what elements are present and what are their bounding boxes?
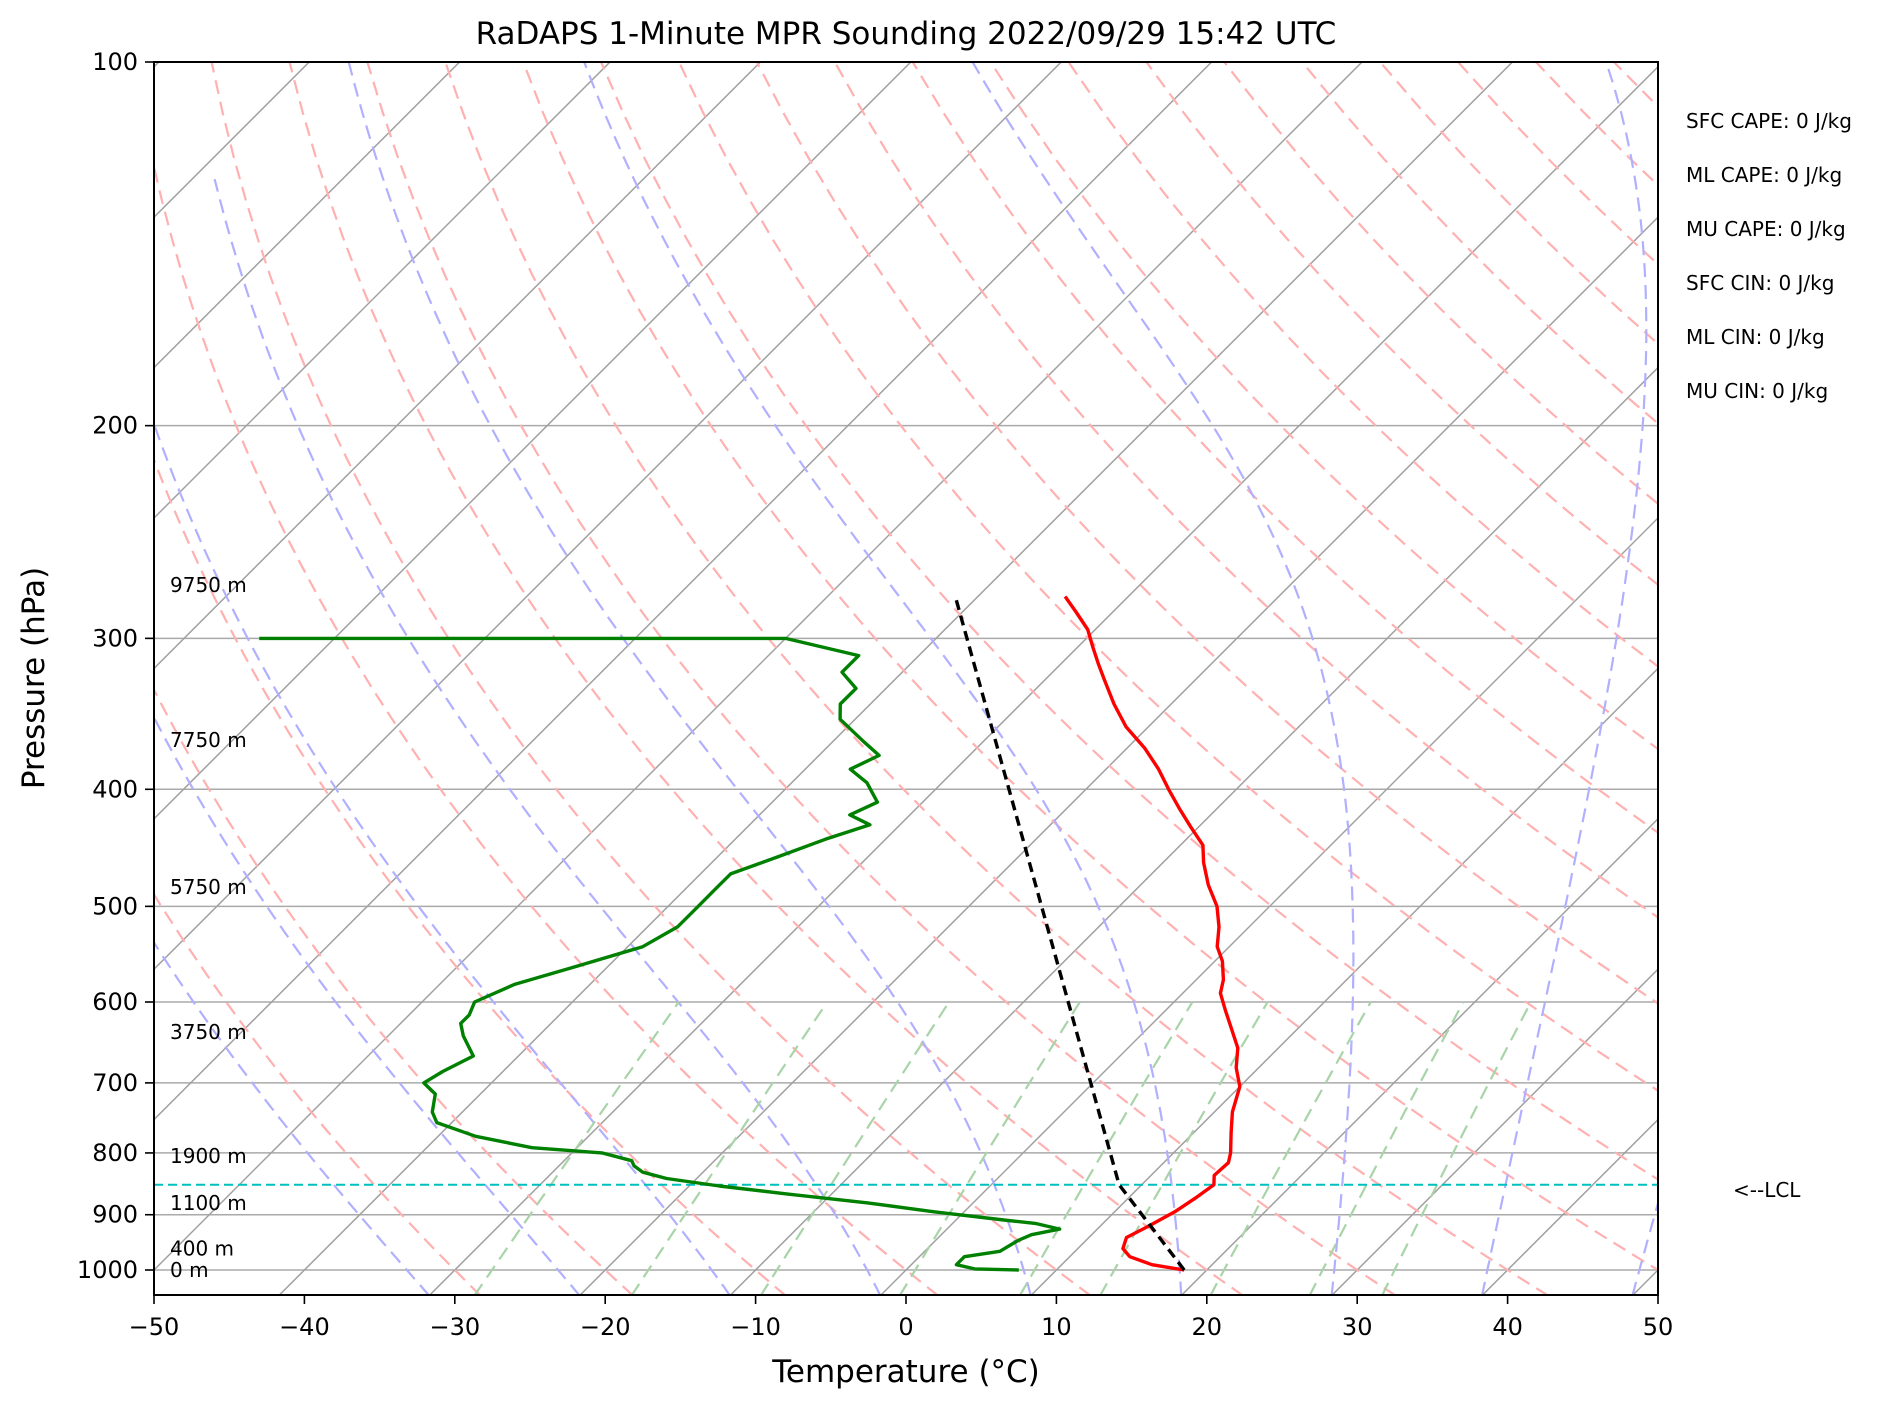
dry-adiabat-line [911, 62, 1658, 835]
x-tick-label: −40 [279, 1313, 330, 1341]
height-label: 0 m [170, 1258, 209, 1282]
y-tick-label: 800 [92, 1139, 138, 1167]
y-axis-label: Pressure (hPa) [16, 567, 52, 789]
isotherm-line [154, 62, 612, 520]
height-label: 3750 m [170, 1020, 247, 1044]
lcl-label: <--LCL [1733, 1178, 1801, 1202]
isotherm-line [579, 216, 1658, 1295]
y-tick-label: 500 [92, 892, 138, 920]
mixing-ratio-line [1308, 1001, 1465, 1295]
dry-adiabat-line [366, 62, 1397, 1295]
height-label: 1900 m [170, 1144, 247, 1168]
mixing-ratio-line [1381, 1001, 1532, 1295]
isotherm-line [154, 62, 1063, 971]
y-axis-ticks: 100 200 300 400 500 600 700 800 900 1000 [77, 48, 154, 1284]
mixing-ratio-line [1018, 1001, 1194, 1295]
grid-layer [154, 62, 1658, 1295]
x-tick-label: −30 [429, 1313, 480, 1341]
chart-title: RaDAPS 1-Minute MPR Sounding 2022/09/29 … [476, 16, 1337, 52]
moist-adiabat-line [1631, 1199, 1658, 1295]
stability-index-text: SFC CAPE: 0 J/kg [1686, 109, 1852, 133]
dewpoint-profile [259, 636, 1062, 1272]
isotherm-line [1180, 817, 1658, 1295]
dry-adiabat-line [154, 162, 939, 1295]
stability-index-text: MU CAPE: 0 J/kg [1686, 217, 1846, 241]
y-tick-label: 700 [92, 1069, 138, 1097]
height-label: 9750 m [170, 573, 247, 597]
moist-adiabat-line [213, 178, 882, 1295]
x-tick-label: −10 [730, 1313, 781, 1341]
stability-index-text: ML CAPE: 0 J/kg [1686, 163, 1842, 187]
x-tick-label: −50 [129, 1313, 180, 1341]
dry-adiabat-line [444, 62, 1549, 1295]
dry-adiabat-line [522, 62, 1658, 1272]
mixing-ratio-line [1099, 1001, 1269, 1295]
moist-adiabat-line [583, 62, 1183, 1295]
y-tick-label: 100 [92, 48, 138, 76]
moist-adiabat-line [154, 940, 431, 1295]
height-label: 7750 m [170, 728, 247, 752]
isotherm-line [428, 65, 1658, 1295]
temperature-profile [1063, 595, 1242, 1272]
isotherm-line [1030, 667, 1658, 1295]
dry-adiabat-line [833, 62, 1658, 919]
mixing-ratio-line [898, 1001, 1081, 1295]
series-layer [259, 595, 1242, 1272]
dry-adiabat-line [755, 62, 1658, 1005]
isotherm-line [1331, 968, 1658, 1295]
isotherm-line [154, 62, 1213, 1121]
isotherm-line [879, 516, 1658, 1295]
mixing-ratio-line [630, 1001, 829, 1295]
height-label: 400 m [170, 1237, 234, 1261]
isotherm-line [154, 62, 912, 820]
stability-index-text: SFC CIN: 0 J/kg [1686, 271, 1834, 295]
y-tick-label: 200 [92, 412, 138, 440]
y-tick-label: 600 [92, 988, 138, 1016]
moist-adiabat-line [1480, 62, 1648, 1295]
x-tick-label: 40 [1492, 1313, 1523, 1341]
dry-adiabat-line [210, 62, 1092, 1295]
dry-adiabat-line [678, 62, 1658, 1093]
x-axis-label: Temperature (°C) [771, 1354, 1040, 1390]
parcel-path [953, 596, 1186, 1272]
dry-adiabat-line [154, 456, 787, 1295]
x-tick-label: 30 [1342, 1313, 1373, 1341]
isotherm-line [154, 62, 762, 670]
mixing-ratio-line [1209, 1001, 1372, 1295]
y-tick-label: 1000 [77, 1256, 138, 1284]
moist-adiabat-line [971, 62, 1355, 1295]
isotherm-line [154, 62, 1364, 1272]
x-tick-label: 10 [1041, 1313, 1072, 1341]
x-tick-label: 20 [1192, 1313, 1223, 1341]
dry-adiabat-line [600, 62, 1658, 1181]
dry-adiabat-line [154, 892, 482, 1295]
stability-index-text: ML CIN: 0 J/kg [1686, 325, 1825, 349]
moist-adiabat-line [154, 420, 731, 1295]
mixing-ratio-line [759, 1001, 951, 1295]
height-label: 5750 m [170, 875, 247, 899]
isotherm-line [154, 62, 461, 369]
x-tick-label: −20 [580, 1313, 631, 1341]
stability-index-text: MU CIN: 0 J/kg [1686, 379, 1828, 403]
isotherm-line [729, 366, 1658, 1295]
x-tick-label: 0 [898, 1313, 913, 1341]
y-tick-label: 300 [92, 624, 138, 652]
y-tick-label: 900 [92, 1201, 138, 1229]
height-label: 1100 m [170, 1191, 247, 1215]
stability-indices: SFC CAPE: 0 J/kg ML CAPE: 0 J/kg MU CAPE: … [1686, 109, 1852, 403]
x-tick-label: 50 [1643, 1313, 1674, 1341]
mixing-ratio-line [473, 1001, 680, 1295]
y-tick-label: 400 [92, 775, 138, 803]
x-axis-ticks: −50 −40 −30 −20 −10 0 10 20 30 40 50 [129, 1295, 1674, 1341]
isotherm-line [278, 62, 1514, 1295]
moist-adiabat-line [347, 62, 1032, 1295]
